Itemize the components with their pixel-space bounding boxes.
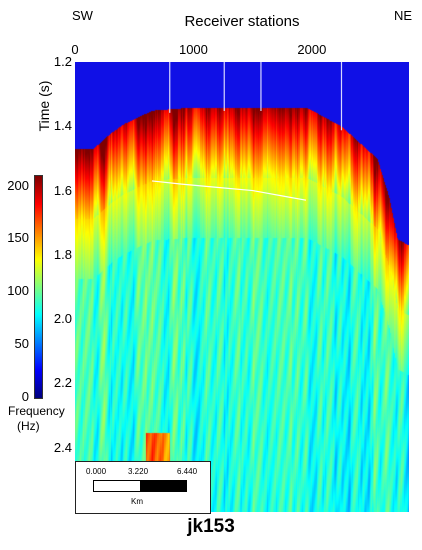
y-tick-label: 2.4 [53,439,72,455]
plot-overlay [151,62,343,201]
y-tick-label: 1.2 [53,54,72,69]
colorbar-tick-label: 200 [7,177,29,193]
colorbar-title-line1: Frequency [8,404,65,418]
colorbar-tick-label: 100 [7,283,29,299]
direction-sw-label: SW [72,8,93,23]
scale-label-0: 0.000 [86,467,107,476]
x-axis-label: Receiver stations [184,13,300,30]
y-tick-label: 1.4 [53,118,72,134]
colorbar [34,175,43,399]
colorbar-tick-label: 0 [21,389,29,404]
y-tick-label: 1.6 [53,182,72,198]
y-tick-label: 2.0 [53,311,72,327]
horizon-line [151,180,307,201]
direction-ne-label: NE [394,8,413,23]
colorbar-tick-label: 50 [14,336,29,352]
scale-segment-white [93,480,141,492]
colorbar-title: Frequency (Hz) [8,404,78,434]
figure-caption: jk153 [187,516,235,537]
scale-segment-black [140,480,187,492]
y-tick-label: 1.8 [53,246,72,262]
colorbar-tick-label: 150 [7,230,29,246]
x-tick-label: 0 [71,42,79,57]
x-tick-label: 1000 [178,42,208,57]
scale-bar-box: 0.000 3.220 6.440 Km [75,461,211,514]
colorbar-title-line2: (Hz) [17,419,40,433]
x-tick-label: 2000 [297,42,327,57]
scale-unit: Km [131,497,143,506]
scale-label-1: 3.220 [128,467,149,476]
scale-label-2: 6.440 [177,467,198,476]
frequency-heatmap [75,62,409,512]
y-tick-label: 2.2 [53,375,72,391]
